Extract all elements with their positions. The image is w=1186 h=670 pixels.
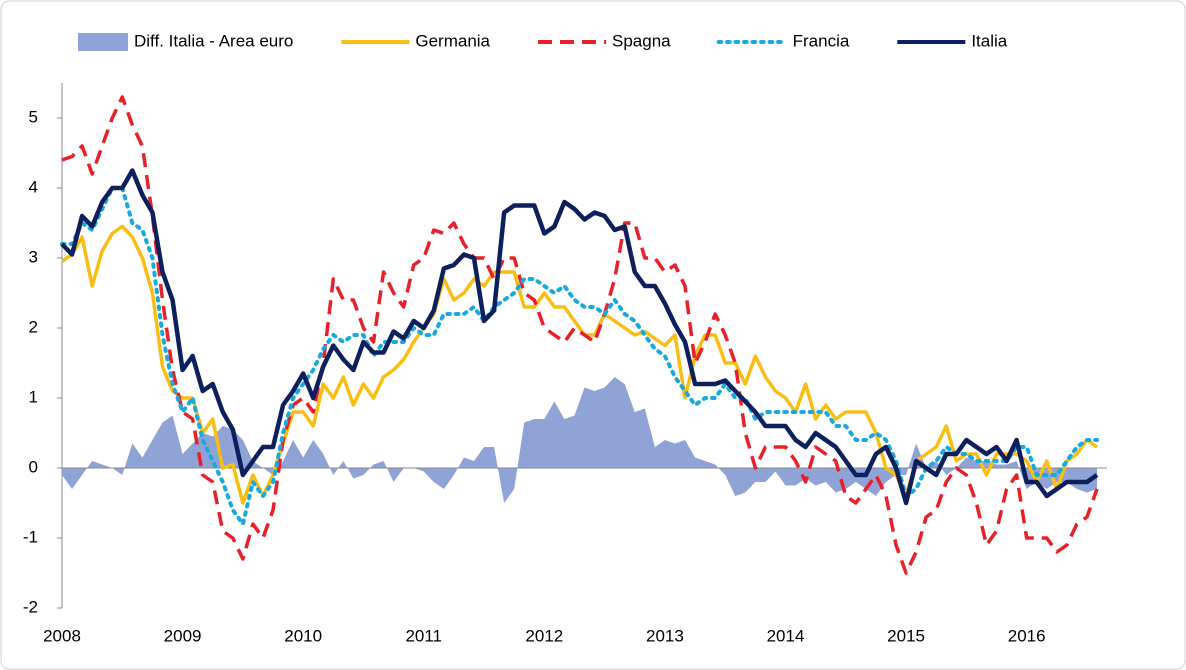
y-tick-label: 5 — [29, 107, 38, 126]
series-line — [61, 95, 1099, 575]
y-tick-label: 2 — [29, 317, 38, 336]
y-tick-label: -2 — [23, 597, 38, 616]
legend-label: Francia — [793, 31, 850, 50]
x-tick-label: 2008 — [43, 626, 81, 645]
x-tick-label: 2011 — [405, 626, 442, 645]
x-tick-label: 2013 — [646, 626, 684, 645]
x-tick-label: 2010 — [284, 626, 322, 645]
legend-label: Spagna — [612, 31, 671, 50]
legend-label: Diff. Italia - Area euro — [134, 31, 293, 50]
series-line — [60, 224, 1099, 505]
y-tick-label: 1 — [29, 387, 38, 406]
series-line — [60, 168, 1099, 506]
y-tick-label: -1 — [23, 527, 38, 546]
x-tick-label: 2015 — [887, 626, 925, 645]
y-tick-label: 4 — [29, 177, 38, 196]
x-tick-label: 2012 — [525, 626, 563, 645]
y-tick-label: 3 — [29, 247, 38, 266]
y-tick-label: 0 — [29, 457, 38, 476]
x-tick-label: 2016 — [1008, 626, 1046, 645]
legend-label: Italia — [971, 31, 1007, 50]
x-tick-label: 2014 — [767, 626, 805, 645]
legend-swatch — [78, 33, 128, 51]
x-tick-label: 2009 — [164, 626, 202, 645]
series-line — [60, 186, 1099, 526]
legend-label: Germania — [415, 31, 490, 50]
